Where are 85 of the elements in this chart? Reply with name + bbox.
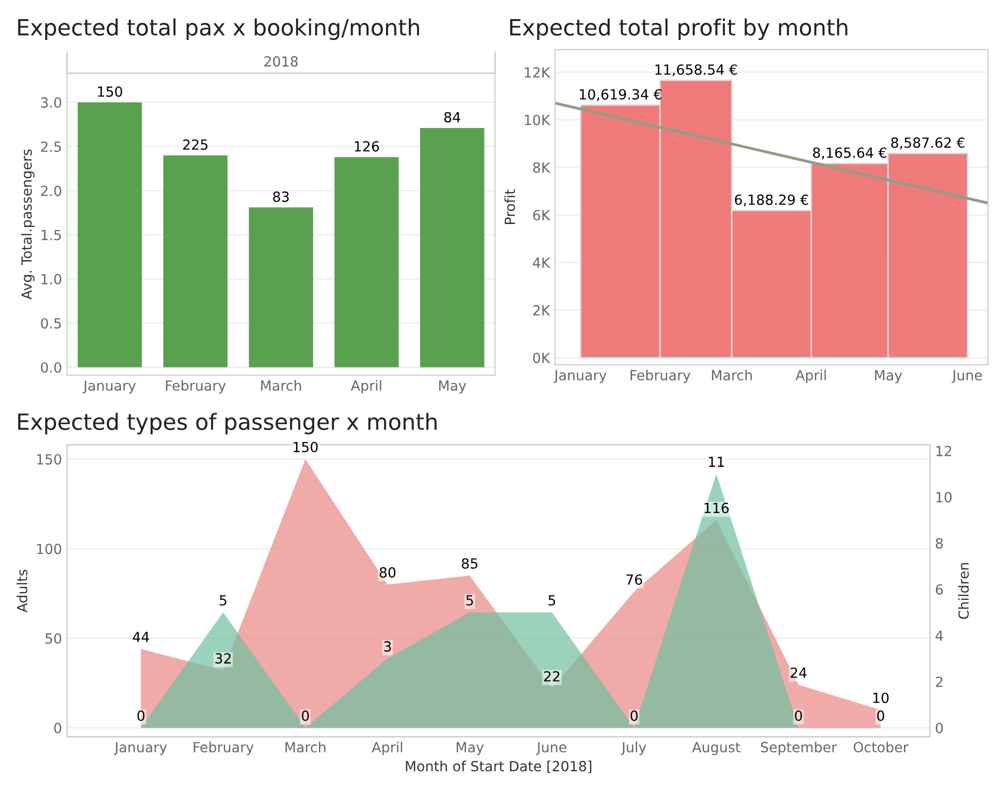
- data-label: 5: [466, 595, 473, 606]
- data-label: 150: [294, 442, 318, 452]
- y-tick-label: 150: [37, 454, 62, 465]
- y-tick-label: 0: [54, 722, 62, 734]
- x-tick-label: May: [439, 380, 466, 394]
- data-label: 3: [384, 641, 391, 652]
- x-tick-label: June: [952, 370, 982, 383]
- x-tick-label: February: [630, 370, 690, 384]
- y2-tick-label: 6: [936, 584, 943, 595]
- data-label: 11,658.54 €: [655, 64, 737, 76]
- y2-tick-label: 4: [936, 630, 943, 641]
- x-tick-label: January: [554, 370, 607, 384]
- x-tick-label: January: [114, 742, 167, 756]
- data-label: 44: [132, 632, 150, 642]
- x-tick-label: July: [620, 742, 646, 756]
- text: 2018: [264, 56, 298, 67]
- data-label: 85: [462, 558, 478, 569]
- y-tick-label: 0K: [533, 352, 550, 364]
- x-tick-label: April: [372, 742, 402, 756]
- data-label: 76: [626, 574, 642, 585]
- y-axis-title: Avg. Total.passengers: [21, 149, 34, 300]
- x-tick-label: March: [261, 380, 301, 391]
- y-tick-label: 50: [46, 633, 62, 644]
- x-tick-label: June: [536, 742, 566, 755]
- x-tick-label: May: [875, 370, 902, 384]
- x-tick-label: April: [795, 370, 826, 384]
- y-tick-label: 3.0: [41, 97, 62, 108]
- data-label: 0: [302, 710, 309, 721]
- y-tick-label: 0.0: [40, 362, 62, 373]
- x-tick-label: April: [350, 380, 382, 394]
- data-label: 24: [790, 667, 807, 678]
- x-axis-title: Month of Start Date [2018]: [406, 760, 592, 774]
- annotation: 150: [98, 86, 122, 97]
- annotation: 84: [444, 112, 460, 122]
- annotation: 225: [183, 139, 208, 150]
- data-label: 0: [877, 710, 884, 721]
- data-label: 11: [708, 456, 724, 467]
- y-tick-label: 6K: [533, 210, 550, 220]
- y2-tick-label: 8: [936, 538, 943, 549]
- data-label: 22: [544, 671, 560, 682]
- y-tick-label: 1.5: [42, 230, 61, 240]
- data-label: 5: [548, 595, 556, 606]
- data-label: 0: [630, 710, 638, 721]
- y2-tick-label: 2: [936, 676, 942, 687]
- y2-tick-label: 10: [936, 492, 952, 502]
- y-tick-label: 0.5: [40, 318, 61, 329]
- data-label: 6,188.29 €: [734, 194, 808, 206]
- x-tick-label: February: [166, 380, 226, 394]
- y-axis-title: Profit: [504, 189, 516, 224]
- data-label: 8,587.62 €: [891, 137, 964, 150]
- y-tick-label: 8K: [533, 162, 550, 173]
- y-axis-title: Adults: [16, 570, 28, 612]
- y-tick-label: 100: [37, 544, 62, 554]
- x-tick-label: May: [456, 742, 484, 756]
- data-label: 10,619.34 €: [580, 89, 662, 101]
- chart-title: Expected types of passenger x month: [18, 412, 437, 434]
- y-tick-label: 1.0: [42, 274, 62, 284]
- x-tick-label: February: [194, 742, 254, 756]
- x-tick-label: September: [761, 742, 837, 756]
- chart-title: Expected total pax x booking/month: [18, 18, 420, 40]
- x-tick-label: January: [82, 380, 136, 394]
- chart-title: Expected total profit by month: [510, 18, 848, 40]
- data-label: 80: [380, 567, 396, 578]
- y-tick-label: 2K: [533, 305, 550, 316]
- y2-tick-label: 12: [936, 446, 952, 456]
- x-tick-label: August: [692, 742, 740, 756]
- data-label: 8,165.64 €: [813, 147, 886, 160]
- y-tick-label: 2.5: [41, 141, 61, 152]
- y-tick-label: 12K: [524, 67, 550, 78]
- x-tick-label: March: [712, 370, 752, 380]
- y-tick-label: 10K: [524, 114, 550, 126]
- y-tick-label: 4K: [532, 258, 550, 268]
- data-label: 116: [704, 502, 729, 514]
- data-label: 0: [794, 710, 802, 721]
- x-tick-label: October: [854, 742, 908, 752]
- data-label: 5: [220, 595, 226, 606]
- y-tick-label: 2.0: [41, 186, 62, 196]
- data-label: 10: [873, 692, 889, 704]
- x-tick-label: March: [286, 742, 326, 752]
- data-label: 32: [215, 653, 231, 664]
- y2-axis-title: Children: [958, 563, 969, 619]
- annotation: 126: [354, 141, 379, 152]
- data-label: 0: [137, 710, 144, 721]
- y2-tick-label: 0: [936, 722, 943, 734]
- annotation: 83: [273, 191, 289, 202]
